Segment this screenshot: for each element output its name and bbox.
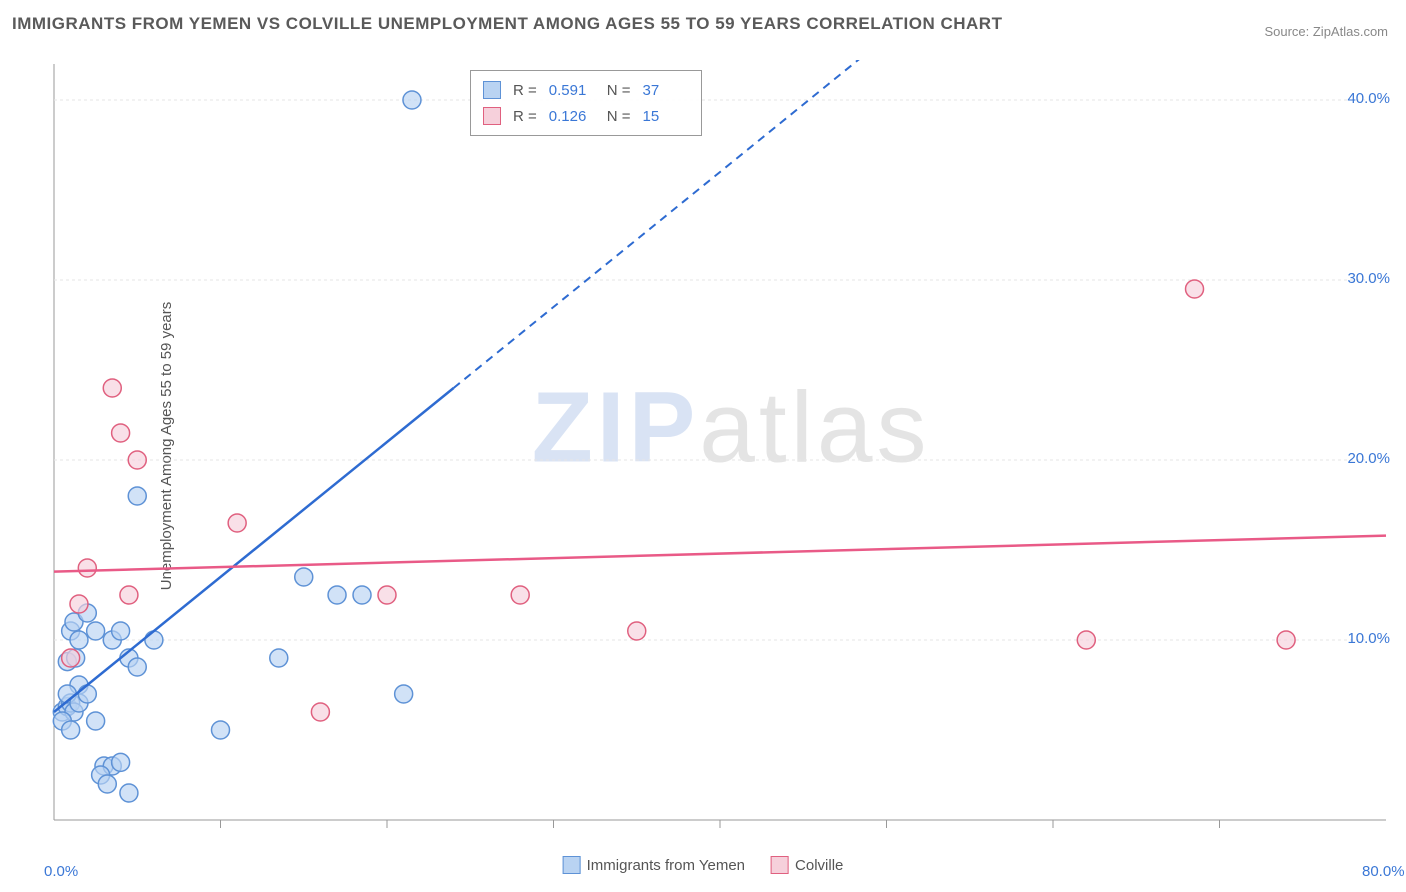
r-label: R = [513,82,537,99]
correlation-legend: R = 0.591 N = 37 R = 0.126 N = 15 [470,70,702,136]
swatch-colville [771,856,789,874]
xlegend-colville: Colville [771,856,843,874]
xlegend-colville-label: Colville [795,857,843,874]
x-tick: 0.0% [44,863,78,880]
n-label: N = [607,108,631,125]
n-label: N = [607,82,631,99]
y-tick: 20.0% [1347,450,1390,467]
n-value-yemen: 37 [643,82,689,99]
r-label: R = [513,108,537,125]
n-value-colville: 15 [643,108,689,125]
r-value-colville: 0.126 [549,108,595,125]
source-attribution: Source: ZipAtlas.com [1264,24,1388,39]
chart-title: IMMIGRANTS FROM YEMEN VS COLVILLE UNEMPL… [12,14,1002,34]
y-tick: 10.0% [1347,630,1390,647]
xlegend-yemen-label: Immigrants from Yemen [587,857,745,874]
rlegend-row-colville: R = 0.126 N = 15 [483,103,689,129]
swatch-yemen [483,81,501,99]
x-legend: Immigrants from Yemen Colville [563,856,844,874]
x-tick: 80.0% [1362,863,1405,880]
swatch-colville [483,107,501,125]
scatter-chart [50,60,1390,850]
y-tick: 30.0% [1347,270,1390,287]
swatch-yemen [563,856,581,874]
r-value-yemen: 0.591 [549,82,595,99]
scatter-svg [50,60,1390,850]
xlegend-yemen: Immigrants from Yemen [563,856,745,874]
rlegend-row-yemen: R = 0.591 N = 37 [483,77,689,103]
y-tick: 40.0% [1347,90,1390,107]
